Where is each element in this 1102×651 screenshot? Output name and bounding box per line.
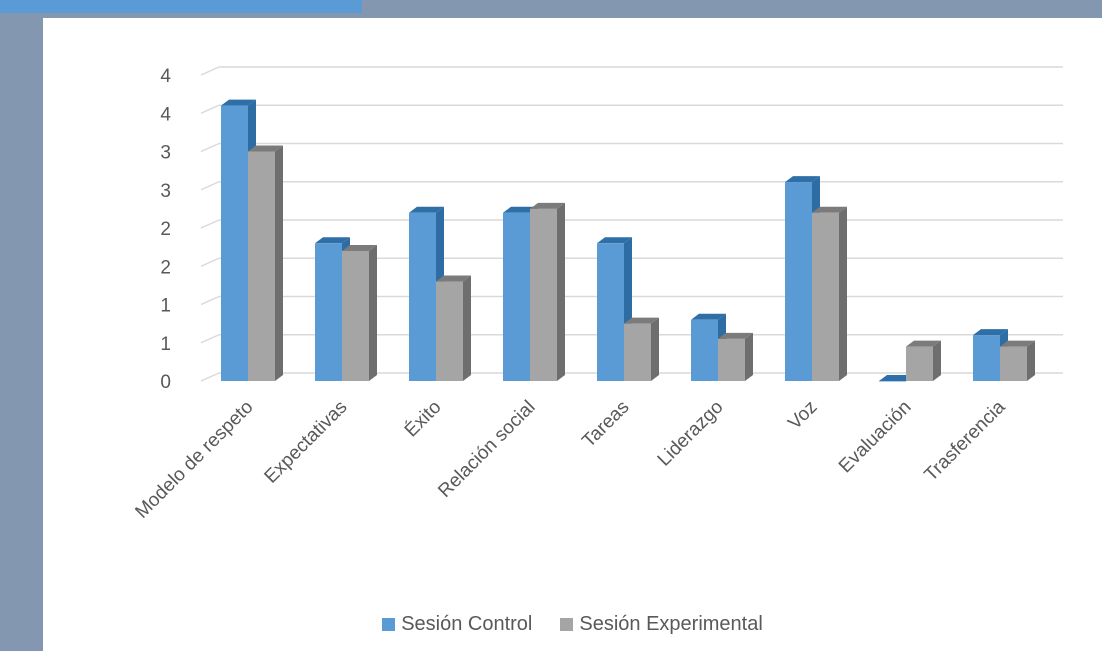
bar: [785, 182, 812, 381]
y-tick-label: 3: [160, 143, 171, 164]
bar-top: [530, 202, 565, 209]
bar-side: [1027, 340, 1035, 381]
bar-side: [557, 202, 565, 381]
y-tick-label: 2: [160, 257, 171, 278]
gridline-depth: [200, 334, 220, 344]
bar: [530, 208, 557, 381]
bar-top: [1000, 340, 1035, 347]
gridline-depth: [200, 219, 220, 229]
legend-swatch: [382, 618, 396, 631]
gridline-depth: [200, 181, 220, 191]
y-tick-label: 4: [160, 66, 171, 87]
bar: [315, 243, 342, 381]
bar-side: [369, 244, 377, 381]
gridline-depth: [200, 104, 220, 114]
bar: [718, 338, 745, 381]
legend-item: Sesión Experimental: [560, 613, 763, 636]
bar: [342, 250, 369, 381]
bar-top: [503, 206, 538, 213]
legend-label: Sesión Experimental: [579, 613, 763, 635]
category-label: Tareas: [578, 397, 633, 452]
category-label: Éxito: [401, 397, 446, 442]
bar-top: [879, 375, 914, 381]
bar-side: [463, 275, 471, 381]
bar: [503, 212, 530, 381]
bar-side: [745, 332, 753, 381]
bar-side: [275, 145, 283, 381]
bar: [1000, 346, 1027, 381]
category-label: Voz: [784, 397, 821, 434]
bar-side: [933, 340, 941, 381]
left-margin-strip: [0, 13, 43, 651]
bar: [973, 335, 1000, 381]
bar-side: [651, 317, 659, 381]
bar: [597, 243, 624, 381]
bar-top: [436, 275, 471, 282]
bar-top: [624, 317, 659, 324]
bar-top: [973, 329, 1008, 336]
category-label: Modelo de respeto: [131, 397, 257, 523]
bar-top: [221, 99, 256, 106]
gridline-depth: [200, 66, 220, 76]
bar-side: [839, 206, 847, 381]
chart-area: 0 1 1 2 2 3 3 4 4 Modelo de respeto Expectativas Éx…: [43, 18, 1102, 651]
bar: [248, 151, 275, 381]
bar: [409, 212, 436, 381]
legend-swatch: [560, 618, 574, 631]
bar-top: [691, 313, 726, 320]
y-tick-label: 3: [160, 181, 171, 202]
bar-top: [906, 340, 941, 347]
y-tick-label: 0: [160, 372, 171, 393]
bar-top: [597, 237, 632, 244]
gridline-depth: [200, 257, 220, 267]
bar: [624, 323, 651, 381]
legend-label: Sesión Control: [401, 613, 533, 635]
category-label: Evaluación: [835, 397, 916, 478]
bar-top: [248, 145, 283, 152]
gridline-depth: [200, 372, 220, 382]
bar-top: [785, 176, 820, 183]
bar: [436, 281, 463, 381]
bar: [906, 346, 933, 381]
legend-item: Sesión Control: [382, 613, 532, 636]
bar: [812, 212, 839, 381]
title-bar-accent: [0, 0, 362, 13]
bar-top: [315, 237, 350, 244]
y-tick-label: 4: [160, 104, 171, 125]
category-label: Expectativas: [261, 397, 352, 488]
category-label: Liderazgo: [654, 397, 728, 471]
gridline-depth: [200, 142, 220, 153]
bar-top: [409, 206, 444, 213]
bar: [691, 319, 718, 381]
chart-legend: Sesión Control Sesión Experimental: [43, 613, 1102, 637]
category-label: Relación social: [434, 397, 539, 502]
bar-top: [342, 244, 377, 251]
bar-top: [718, 332, 753, 339]
y-tick-label: 2: [160, 219, 171, 240]
bar: [879, 381, 906, 382]
chart-plot: 0 1 1 2 2 3 3 4 4 Modelo de respeto Expectativas Éx…: [131, 66, 1063, 523]
y-tick-label: 1: [160, 334, 171, 355]
bar: [221, 105, 248, 381]
bar-top: [812, 206, 847, 213]
gridline-depth: [200, 295, 220, 306]
y-tick-label: 1: [160, 296, 171, 317]
category-label: Trasferencia: [921, 396, 1010, 485]
